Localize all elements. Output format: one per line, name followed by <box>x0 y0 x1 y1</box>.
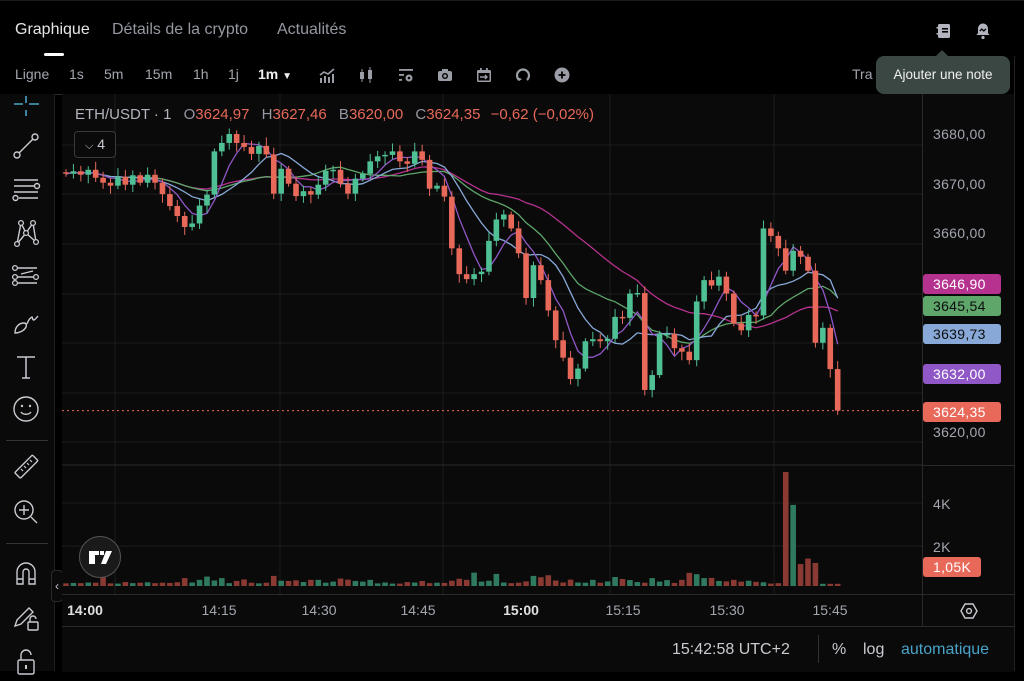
price-axis[interactable]: 3680,00 3670,00 3660,00 3620,00 3646,90 … <box>922 94 1015 594</box>
notebook-icon[interactable] <box>934 21 954 41</box>
change-value: −0,62 (−0,02%) <box>490 106 594 123</box>
percent-toggle[interactable]: % <box>832 641 847 658</box>
indicators-icon[interactable] <box>318 66 336 84</box>
time-label: 15:15 <box>605 602 641 618</box>
timeframe-1s[interactable]: 1s <box>69 66 84 82</box>
tab-details-crypto[interactable]: Détails de la crypto <box>112 21 249 38</box>
brush-icon[interactable] <box>11 308 41 338</box>
lock-drawings-icon[interactable] <box>11 602 41 632</box>
volume-label: 2K <box>933 539 951 555</box>
open-value: 3624,97 <box>195 106 250 123</box>
timeframe-5m[interactable]: 5m <box>104 66 124 82</box>
time-label: 14:45 <box>400 602 436 618</box>
chart-pane[interactable] <box>62 94 922 594</box>
templates-icon[interactable] <box>397 66 415 84</box>
price-chart-canvas[interactable] <box>62 94 922 594</box>
ma-green-badge: 3645,54 <box>923 296 1001 316</box>
divider <box>818 635 819 663</box>
volume-label: 4K <box>933 496 951 512</box>
timeframe-1j[interactable]: 1j <box>228 66 239 82</box>
top-bar: Graphique Détails de la crypto Actualité… <box>0 0 1024 57</box>
low-value: 3620,00 <box>348 106 404 123</box>
ma-magenta-badge: 3646,90 <box>923 274 1001 294</box>
chevron-down-icon: ⌵ <box>84 140 94 152</box>
tradingview-logo[interactable] <box>79 536 121 578</box>
clock[interactable]: 15:42:58 UTC+2 <box>672 641 790 658</box>
alert-bell-icon[interactable] <box>973 21 993 41</box>
add-icon[interactable] <box>553 66 571 84</box>
add-note-tooltip: Ajouter une note <box>876 50 1010 94</box>
camera-icon[interactable] <box>436 66 454 84</box>
pane-separator <box>923 465 1015 466</box>
emoji-icon[interactable] <box>11 394 41 424</box>
horizontal-lines-icon[interactable] <box>11 174 41 204</box>
ruler-icon[interactable] <box>11 452 41 482</box>
crosshair-icon[interactable] <box>11 94 41 124</box>
close-label: C <box>415 106 427 123</box>
volume-badge: 1,05K <box>923 557 981 577</box>
interval-value: 1m <box>258 66 279 82</box>
time-label: 14:00 <box>67 602 103 618</box>
symbol-name[interactable]: ETH/USDT <box>75 106 150 123</box>
price-label: 3660,00 <box>933 225 986 241</box>
last-price-badge: 3624,35 <box>923 402 1001 422</box>
auto-scale-toggle[interactable]: automatique <box>901 641 990 658</box>
calendar-icon[interactable] <box>475 66 493 84</box>
time-label: 14:30 <box>301 602 337 618</box>
bottom-bar: 15:42:58 UTC+2 % log automatique <box>62 626 1014 672</box>
text-icon[interactable] <box>11 352 41 382</box>
log-toggle[interactable]: log <box>863 641 885 658</box>
ma-purple-badge: 3632,00 <box>923 364 1001 384</box>
time-label: 15:45 <box>812 602 848 618</box>
low-label: B <box>338 106 349 123</box>
pattern-icon[interactable] <box>11 218 41 248</box>
time-label: 14:15 <box>201 602 237 618</box>
drawing-tools-sidebar <box>0 94 55 675</box>
lock-icon[interactable] <box>11 646 41 676</box>
window-edge <box>1014 56 1024 671</box>
high-value: 3627,46 <box>272 106 327 123</box>
price-label: 3680,00 <box>933 126 986 142</box>
timeframe-1h[interactable]: 1h <box>193 66 209 82</box>
candles-icon[interactable] <box>357 66 375 84</box>
timeframe-ligne[interactable]: Ligne <box>15 66 50 82</box>
sidebar-divider <box>6 440 48 441</box>
tab-actualites[interactable]: Actualités <box>277 21 347 38</box>
settings-icon[interactable] <box>959 601 979 626</box>
time-label: 15:30 <box>709 602 745 618</box>
caret-down-icon: ▼ <box>282 71 293 82</box>
time-axis[interactable]: 14:00 14:15 14:30 14:45 15:00 15:15 15:30 15:45 <box>62 594 922 627</box>
chart-toolbar: Ligne 1s 5m 15m 1h 1j 1m ▼ Tra <box>0 56 1024 95</box>
high-label: H <box>261 106 273 123</box>
indicators-toggle-button[interactable]: ⌵ 4 <box>74 131 116 158</box>
zoom-in-icon[interactable] <box>11 497 41 527</box>
interval-dropdown[interactable]: 1m ▼ <box>258 66 292 82</box>
indicator-count: 4 <box>97 136 106 152</box>
ma-blue-badge: 3639,73 <box>923 324 1001 344</box>
trade-button[interactable]: Tra <box>852 66 873 82</box>
fib-icon[interactable] <box>11 262 41 292</box>
sidebar-divider <box>6 543 48 544</box>
active-tab-indicator <box>44 53 64 56</box>
replay-icon[interactable] <box>514 66 532 84</box>
tab-graphique[interactable]: Graphique <box>15 21 90 38</box>
magnet-icon[interactable] <box>11 558 41 588</box>
symbol-legend: ETH/USDT · 1 O3624,97 H3627,46 B3620,00 … <box>75 106 594 123</box>
open-label: O <box>183 106 196 123</box>
time-label: 15:00 <box>503 602 539 618</box>
price-label: 3620,00 <box>933 424 986 440</box>
timeframe-15m[interactable]: 15m <box>145 66 173 82</box>
close-value: 3624,35 <box>426 106 481 123</box>
legend-interval: 1 <box>163 106 172 123</box>
chart-settings-corner <box>922 594 1015 627</box>
price-label: 3670,00 <box>933 176 986 192</box>
trendline-icon[interactable] <box>11 131 41 161</box>
